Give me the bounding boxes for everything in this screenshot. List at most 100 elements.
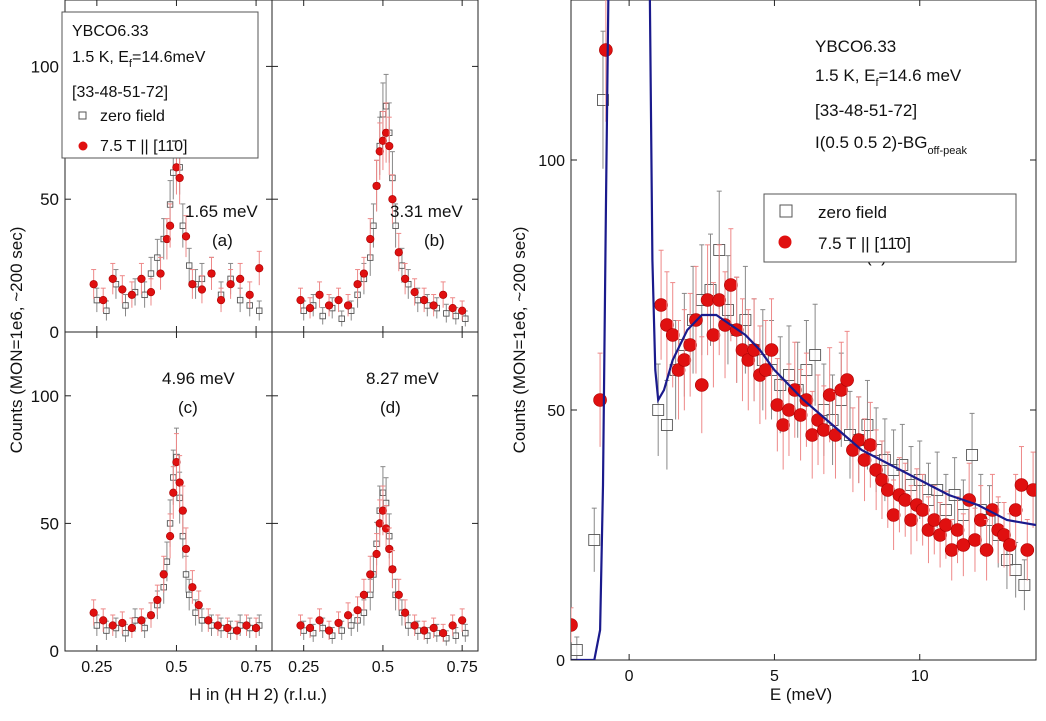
panel-c-zero-point: [122, 629, 129, 637]
panel-d-field-point: [375, 519, 384, 528]
panel-e-field-point: [880, 483, 895, 497]
panel-e-field-point: [939, 518, 953, 532]
panel-a-field-point: [118, 285, 127, 294]
panel-c-field-point: [169, 488, 178, 497]
panel-e-field-point: [817, 423, 831, 437]
panel-d-field-point: [296, 621, 305, 630]
panel-d-field-point: [366, 570, 375, 579]
panel-c-zero-point: [192, 609, 199, 616]
panel-d-zero-point: [319, 624, 326, 632]
panel-e-field-point: [758, 363, 773, 377]
panel-e-zero-point: [966, 449, 979, 461]
panel-d-zero-point: [338, 627, 345, 634]
panel-e-field-point: [706, 328, 721, 342]
right-legend-sample: YBCO6.33: [815, 37, 896, 56]
panel-e-ytick-label: 50: [547, 403, 565, 420]
panel-b-field-point: [315, 290, 324, 299]
panel-b-field-point: [366, 234, 375, 244]
left-legend-sample-id: [33-48-51-72]: [72, 84, 168, 101]
right-legend-sample-id: [33-48-51-72]: [815, 101, 917, 120]
panel-c-label: (c): [178, 398, 198, 417]
panel-d-field-point: [315, 616, 324, 625]
panel-c-ytick-label: 50: [40, 514, 59, 533]
panel-e-field-point: [782, 403, 796, 417]
panel-d-zero-point: [405, 622, 412, 629]
panel-e-field-point: [979, 543, 994, 557]
panel-e-field-point: [683, 338, 697, 352]
panel-a-field-point: [99, 296, 108, 305]
panel-d-zero-point: [382, 499, 390, 507]
panel-a-field-point: [226, 280, 235, 289]
right-legend-conditions-b: =14.6 meV: [879, 66, 962, 85]
panel-d-field-point: [359, 590, 369, 599]
panel-c-field-point: [194, 600, 203, 610]
panel-e-data: [571, 0, 1036, 660]
left-legend-field-label: 7.5 T || [11̄0]: [100, 138, 187, 155]
left-legend-zero-marker: [78, 111, 87, 120]
panel-e-field-point: [898, 493, 913, 507]
panel-d-field-point: [420, 626, 429, 635]
panel-e-xtick-label: 0: [625, 668, 634, 685]
panel-b-zero-point: [319, 312, 326, 320]
panel-e-field-point: [1026, 483, 1036, 497]
panel-a-zero-point: [93, 296, 101, 304]
panel-b-field-point: [429, 301, 438, 310]
panel-e-field-point: [944, 543, 959, 557]
panel-b-field-point: [324, 301, 334, 310]
panel-e-field-point: [694, 378, 709, 392]
panel-e-field-point: [677, 353, 692, 367]
panel-b-label: (b): [424, 231, 445, 250]
panel-e-field-point: [904, 513, 918, 527]
panel-e-field-point: [1020, 543, 1035, 557]
panel-b-field-point: [334, 296, 343, 305]
panel-d-field-point: [305, 623, 315, 633]
panel-b-zero-point: [452, 312, 460, 320]
panel-b-field-point: [353, 280, 362, 289]
panel-e-zero-point: [1000, 554, 1013, 566]
panel-e-zero-point: [1018, 579, 1031, 591]
panel-c-field-point: [188, 583, 197, 592]
panel-e-fit-line: [571, 0, 1036, 660]
panel-c-field-point: [127, 623, 136, 633]
panel-d-energy-label: 8.27 meV: [366, 369, 439, 388]
right-legend-quantity-a: I(0.5 0.5 2)-BG: [815, 133, 927, 152]
panel-a-ytick-label: 50: [40, 190, 59, 209]
panel-e-field-point: [776, 418, 790, 432]
panel-e-ytick-label: 0: [556, 653, 565, 670]
panel-b-field-point: [305, 303, 315, 313]
panel-c-xtick-label: 0.5: [165, 659, 187, 676]
left-legend-conditions-a: 1.5 K, E: [72, 49, 129, 66]
panel-c-field-point: [242, 621, 251, 630]
panel-e-field-point: [915, 503, 930, 517]
left-legend: YBCO6.33 1.5 K, Ef=14.6meV [33-48-51-72]…: [61, 11, 259, 159]
panel-b-field-point: [388, 195, 397, 204]
panel-e-zero-point: [774, 379, 787, 391]
right-legend-quantity: I(0.5 0.5 2)-BGoff-peak: [815, 133, 967, 157]
panel-e-zero-point: [721, 304, 734, 316]
panel-b-zero-point: [462, 315, 469, 322]
panel-c-field-point: [175, 478, 184, 487]
panel-c-ytick-label: 0: [50, 642, 59, 661]
left-legend-conditions-sub: f: [129, 58, 133, 70]
panel-d-field-point: [324, 626, 334, 635]
panel-d-field-point: [439, 629, 448, 638]
panel-e-field-point: [857, 453, 872, 467]
panel-b-zero-point: [300, 307, 307, 314]
panel-b-energy-label: 3.31 meV: [390, 202, 463, 221]
panel-c-field-point: [213, 621, 222, 630]
panel-a-zero-point: [122, 302, 129, 309]
panel-d-field-point: [429, 623, 438, 633]
panel-e-zero-point: [588, 534, 601, 546]
left-y-axis-title: Counts (MON=1e6, ~200 sec): [7, 227, 26, 454]
panel-a-zero-point: [185, 262, 193, 269]
panel-c-field-point: [99, 616, 108, 625]
panel-a-field-point: [236, 274, 245, 283]
right-legend-zero-label: zero field: [818, 203, 887, 222]
panel-b-field-point: [410, 288, 419, 297]
panel-a-zero-point: [141, 291, 148, 299]
panel-b-data: [296, 73, 469, 327]
panel-b-field-point: [448, 303, 457, 313]
panel-d-xtick-label: 0.25: [288, 659, 319, 676]
panel-a-zero-point: [147, 270, 155, 277]
right-legend-box: [763, 193, 1017, 263]
